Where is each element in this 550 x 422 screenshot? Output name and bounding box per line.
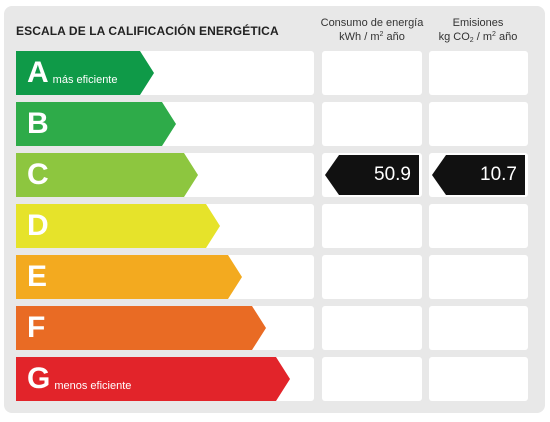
emisiones-cell-g — [429, 357, 528, 401]
rating-arrow-e: E — [16, 255, 242, 299]
emisiones-cell-a — [429, 51, 528, 95]
rating-row-c: C — [16, 153, 314, 197]
emisiones-cell-b — [429, 102, 528, 146]
emisiones-cell-f — [429, 306, 528, 350]
rating-letter: G — [27, 362, 51, 395]
consumo-cell-b — [322, 102, 422, 146]
rating-arrow-d: D — [16, 204, 220, 248]
emisiones-header-label: Emisiones — [452, 17, 504, 29]
rating-letter: C — [27, 158, 49, 191]
emisiones-value: 10.7 — [480, 164, 517, 185]
rating-arrow-c: C — [16, 153, 198, 197]
consumo-cell-f — [322, 306, 422, 350]
consumo-cell-e — [322, 255, 422, 299]
rating-row-e: E — [16, 255, 314, 299]
rating-row-d: D — [16, 204, 314, 248]
rating-sublabel: más eficiente — [52, 74, 118, 86]
rating-letter: F — [27, 311, 46, 344]
rating-arrow-f: F — [16, 306, 266, 350]
emisiones-column-header: Emisiones kg CO2 / m2 año — [428, 16, 528, 44]
consumo-header-unit: kWh / m2 año — [339, 31, 405, 43]
rating-arrow-b: B — [16, 102, 176, 146]
rating-row-f: F — [16, 306, 314, 350]
emisiones-header-unit: kg CO2 / m2 año — [438, 31, 518, 44]
consumo-cell-g — [322, 357, 422, 401]
rating-row-b: B — [16, 102, 314, 146]
consumo-cell-c: 50.9 — [322, 153, 422, 197]
current-rating-marker: 50.9 — [325, 155, 419, 195]
rating-letter: D — [27, 209, 49, 242]
consumo-cell-a — [322, 51, 422, 95]
emisiones-cell-e — [429, 255, 528, 299]
emisiones-cell-d — [429, 204, 528, 248]
current-rating-marker: 10.7 — [432, 155, 525, 195]
consumo-value: 50.9 — [374, 164, 411, 185]
consumo-column-header: Consumo de energía kWh / m2 año — [320, 16, 424, 44]
scale-title: ESCALA DE LA CALIFICACIÓN ENERGÉTICA — [16, 24, 279, 38]
rating-letter: E — [27, 260, 48, 293]
rating-letter: A — [27, 56, 49, 89]
rating-sublabel: menos eficiente — [54, 380, 132, 392]
rating-letter: B — [27, 107, 49, 140]
consumo-cell-d — [322, 204, 422, 248]
consumo-header-label: Consumo de energía — [320, 17, 424, 29]
emisiones-cell-c: 10.7 — [429, 153, 528, 197]
